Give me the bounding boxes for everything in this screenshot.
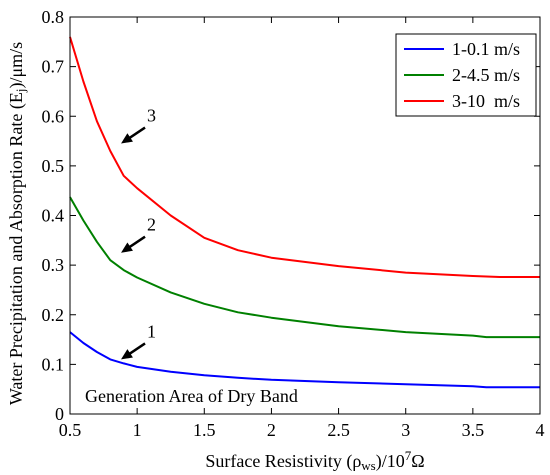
y-tick-label: 0.2 <box>42 305 65 325</box>
annotation-layer: 1 2 3 <box>121 106 156 360</box>
y-axis-title-unit: )/μm/s <box>6 42 27 89</box>
x-axis-title-sup: 7 <box>405 448 412 463</box>
series-line-3 <box>69 36 540 278</box>
x-tick-label: 0.5 <box>59 420 82 440</box>
annotation-label-1: 1 <box>147 321 156 341</box>
annotation-label-3: 3 <box>147 106 156 126</box>
x-tick-label: 1.5 <box>193 420 216 440</box>
dry-band-annotation: Generation Area of Dry Band <box>85 386 298 406</box>
legend-label-1: 1-0.1 m/s <box>452 39 520 59</box>
y-axis-title-sub: j <box>13 89 28 94</box>
y-tick-label: 0.5 <box>42 156 65 176</box>
x-tick-label: 4 <box>536 420 545 440</box>
annotation-arrow-3 <box>121 126 146 144</box>
x-axis-title-main: Surface Resistivity (ρ <box>205 451 361 472</box>
y-tick-label: 0.4 <box>42 206 65 226</box>
legend: 1-0.1 m/s 2-4.5 m/s 3-10 m/s <box>395 33 537 117</box>
x-axis-title: Surface Resistivity (ρws)/107Ω <box>205 448 424 474</box>
series-line-2 <box>69 196 540 339</box>
y-tick-label: 0.8 <box>42 7 65 27</box>
y-tick-label: 0 <box>55 404 64 424</box>
tick-layer: 0.5 1 1.5 2 2.5 3 3.5 4 0 0.1 0.2 0.3 0.4 0.5 0.6 0.7 0.… <box>42 7 545 440</box>
y-tick-label: 0.7 <box>42 57 65 77</box>
x-axis-title-mid: )/10 <box>376 451 405 472</box>
annotation-arrow-2 <box>121 235 146 253</box>
legend-label-3: 3-10 m/s <box>452 91 520 111</box>
y-axis-title-main: Water Precipitation and Absorption Rate … <box>6 92 27 405</box>
annotation-label-2: 2 <box>147 215 156 235</box>
x-tick-label: 2.5 <box>327 420 350 440</box>
annotation-arrow-1 <box>121 342 146 360</box>
y-tick-label: 0.3 <box>42 255 65 275</box>
x-tick-label: 3 <box>401 420 410 440</box>
x-tick-label: 3.5 <box>462 420 485 440</box>
y-tick-label: 0.1 <box>42 354 65 374</box>
y-axis-title: Water Precipitation and Absorption Rate … <box>6 42 28 405</box>
series-line-1 <box>69 331 540 389</box>
x-axis-title-sub: ws <box>361 458 375 473</box>
x-axis-title-unit: Ω <box>411 451 424 471</box>
x-tick-label: 2 <box>267 420 276 440</box>
series-layer <box>69 36 540 389</box>
legend-label-2: 2-4.5 m/s <box>452 65 520 85</box>
x-tick-label: 1 <box>133 420 142 440</box>
y-tick-label: 0.6 <box>42 106 65 126</box>
